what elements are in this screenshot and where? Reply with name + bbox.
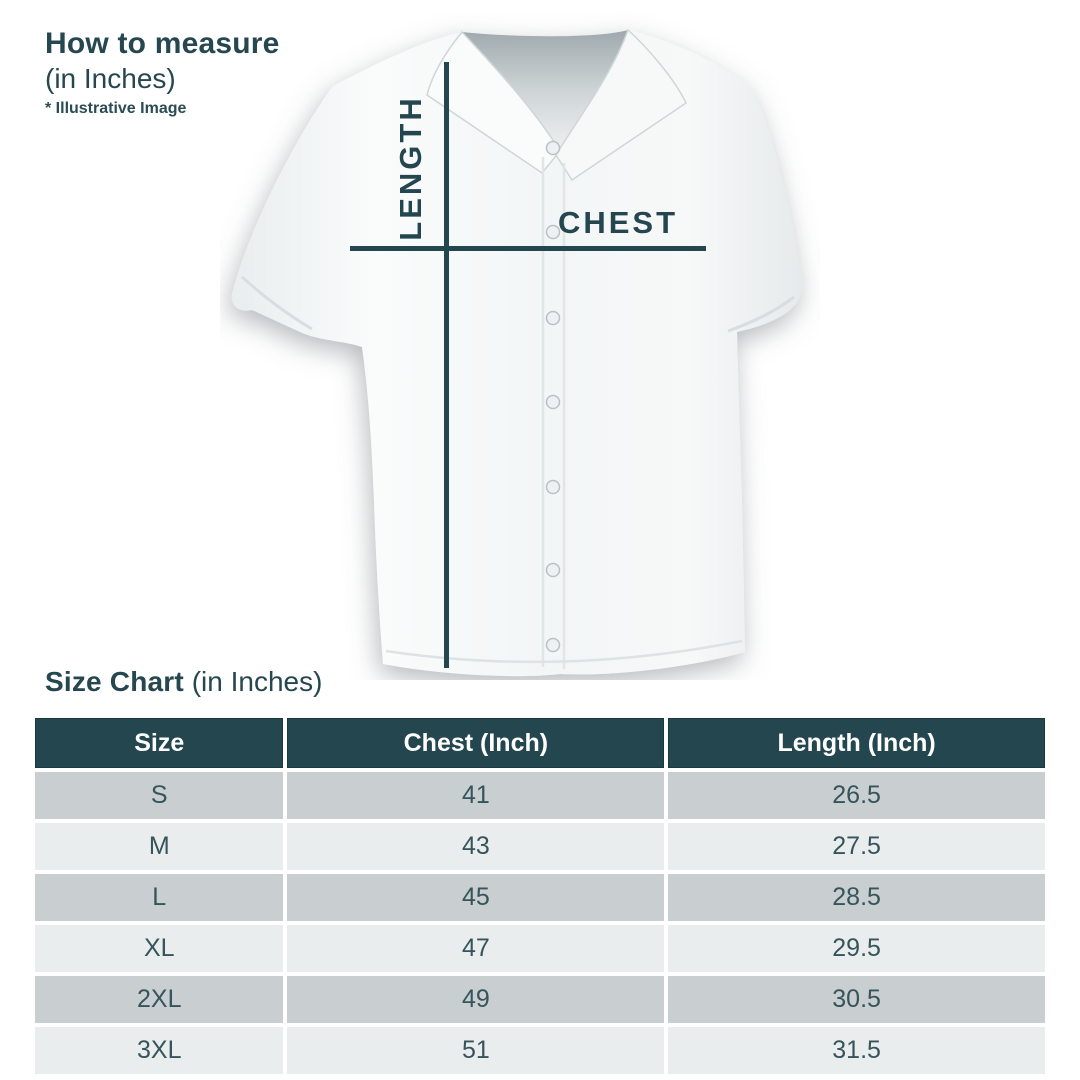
size-cell: 3XL	[35, 1027, 284, 1074]
size-cell: M	[35, 823, 284, 870]
table-header-row: Size Chest (Inch) Length (Inch)	[35, 718, 1045, 768]
chest-cell: 45	[287, 874, 665, 921]
table-row: M 43 27.5	[35, 823, 1045, 870]
length-cell: 31.5	[668, 1027, 1045, 1074]
table-row: XL 47 29.5	[35, 925, 1045, 972]
shirt-sleeve-hems	[240, 275, 795, 333]
chest-label: CHEST	[558, 205, 678, 240]
page-title: How to measure	[45, 27, 280, 60]
shirt-right-lapel	[555, 28, 687, 182]
column-header-chest: Chest (Inch)	[287, 718, 665, 768]
shirt-illustration: LENGTH CHEST	[220, 5, 820, 680]
size-chart-title: Size Chart	[45, 666, 184, 697]
shirt-bottom-hem	[385, 639, 743, 664]
length-cell: 26.5	[668, 772, 1045, 819]
length-cell: 27.5	[668, 823, 1045, 870]
chest-cell: 41	[287, 772, 665, 819]
length-cell: 29.5	[668, 925, 1045, 972]
shirt-buttons	[545, 140, 561, 653]
chest-line	[350, 246, 706, 251]
size-cell: L	[35, 874, 284, 921]
column-header-length: Length (Inch)	[668, 718, 1045, 768]
column-header-size: Size	[35, 718, 284, 768]
length-cell: 30.5	[668, 976, 1045, 1023]
size-cell: XL	[35, 925, 284, 972]
chest-cell: 47	[287, 925, 665, 972]
size-cell: S	[35, 772, 284, 819]
size-cell: 2XL	[35, 976, 284, 1023]
shirt-graphic	[231, 28, 803, 677]
shirt-neck-opening	[462, 30, 628, 153]
chest-cell: 43	[287, 823, 665, 870]
length-cell: 28.5	[668, 874, 1045, 921]
length-label: LENGTH	[393, 95, 428, 240]
chest-cell: 49	[287, 976, 665, 1023]
table-row: L 45 28.5	[35, 874, 1045, 921]
table-row: 3XL 51 31.5	[35, 1027, 1045, 1074]
size-chart-title-suffix: (in Inches)	[183, 666, 323, 697]
table-row: 2XL 49 30.5	[35, 976, 1045, 1023]
page-subtitle: (in Inches)	[45, 63, 176, 94]
shirt-body	[231, 30, 803, 677]
size-chart-heading: Size Chart (in Inches)	[45, 666, 322, 698]
illustrative-note: * Illustrative Image	[45, 100, 187, 117]
chest-cell: 51	[287, 1027, 665, 1074]
length-line	[444, 62, 449, 668]
size-chart-table: Size Chest (Inch) Length (Inch) S 41 26.…	[31, 714, 1049, 1078]
measure-heading: How to measure (in Inches) * Illustrativ…	[45, 26, 280, 118]
table-row: S 41 26.5	[35, 772, 1045, 819]
